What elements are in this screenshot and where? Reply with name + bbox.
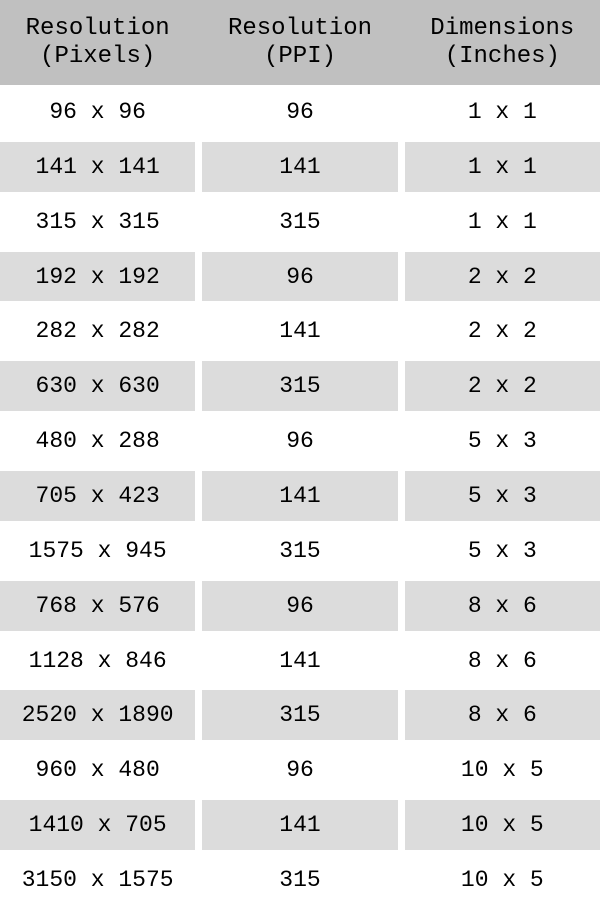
table-row: 315 x 315 315 1 x 1 <box>0 195 600 250</box>
table-cell: 1 x 1 <box>467 98 537 125</box>
column-header-line1: Dimensions <box>430 14 575 42</box>
table-row: 141 x 141 141 1 x 1 <box>0 140 600 195</box>
table-cell: 192 x 192 <box>0 251 196 302</box>
column-header-line1: Resolution <box>25 14 170 42</box>
table-cell: 1575 x 945 <box>28 537 167 564</box>
column-header-dimensions-inches: Dimensions (Inches) <box>405 15 600 71</box>
table-cell: 315 <box>279 866 321 893</box>
table-cell: 96 <box>286 757 314 784</box>
table-cell: 5 x 3 <box>404 471 600 521</box>
table-cell: 630 x 630 <box>0 361 196 412</box>
table-cell: 141 <box>279 318 321 345</box>
table-cell: 315 <box>279 537 321 564</box>
table-row: 1575 x 945 315 5 x 3 <box>0 524 600 579</box>
table-cell: 96 x 96 <box>49 98 146 125</box>
table-cell: 705 x 423 <box>0 471 196 521</box>
table-cell: 2 x 2 <box>404 361 600 412</box>
table-cell: 10 x 5 <box>460 866 544 893</box>
table-cell: 5 x 3 <box>467 428 537 455</box>
table-cell: 8 x 6 <box>404 690 600 741</box>
table-row: 3150 x 1575 315 10 x 5 <box>0 853 600 908</box>
table-cell: 315 <box>202 361 398 412</box>
table-cell: 1 x 1 <box>467 208 537 235</box>
table-row: 2520 x 1890 315 8 x 6 <box>0 688 600 743</box>
table-cell: 282 x 282 <box>35 318 160 345</box>
table-row: 192 x 192 96 2 x 2 <box>0 250 600 305</box>
column-header-resolution-ppi: Resolution (PPI) <box>202 15 397 71</box>
table-cell: 10 x 5 <box>404 800 600 851</box>
table-cell: 315 <box>279 208 321 235</box>
table-cell: 768 x 576 <box>0 580 196 631</box>
table-cell: 8 x 6 <box>404 580 600 631</box>
table-row: 768 x 576 96 8 x 6 <box>0 579 600 634</box>
table-row: 282 x 282 141 2 x 2 <box>0 304 600 359</box>
table-cell: 141 <box>279 647 321 674</box>
table-cell: 8 x 6 <box>467 647 537 674</box>
table-cell: 960 x 480 <box>35 757 160 784</box>
column-header-line2: (Pixels) <box>40 42 156 70</box>
column-header-line2: (PPI) <box>263 42 336 70</box>
column-header-resolution-pixels: Resolution (Pixels) <box>0 15 195 71</box>
table-row: 960 x 480 96 10 x 5 <box>0 743 600 798</box>
table-body: 96 x 96 96 1 x 1 141 x 141 141 1 x 1 315 x 315… <box>0 85 600 908</box>
table-cell: 315 x 315 <box>35 208 160 235</box>
table-row: 1128 x 846 141 8 x 6 <box>0 634 600 689</box>
table-cell: 2520 x 1890 <box>0 690 196 741</box>
table-row: 705 x 423 141 5 x 3 <box>0 469 600 524</box>
table-cell: 141 <box>202 471 398 521</box>
table-cell: 10 x 5 <box>460 757 544 784</box>
table-cell: 1128 x 846 <box>28 647 167 674</box>
table-cell: 2 x 2 <box>467 318 537 345</box>
table-cell: 141 x 141 <box>0 141 196 192</box>
table-row: 630 x 630 315 2 x 2 <box>0 359 600 414</box>
table-header-row: Resolution (Pixels) Resolution (PPI) Dim… <box>0 0 600 85</box>
column-header-line1: Resolution <box>227 14 372 42</box>
table-cell: 5 x 3 <box>467 537 537 564</box>
table-row: 480 x 288 96 5 x 3 <box>0 414 600 469</box>
table-cell: 480 x 288 <box>35 428 160 455</box>
table-row: 1410 x 705 141 10 x 5 <box>0 798 600 853</box>
table-cell: 2 x 2 <box>404 251 600 302</box>
table-cell: 315 <box>202 690 398 741</box>
table-cell: 96 <box>202 251 398 302</box>
table-cell: 96 <box>202 580 398 631</box>
table-cell: 141 <box>202 800 398 851</box>
table-cell: 1 x 1 <box>404 141 600 192</box>
table-cell: 96 <box>286 428 314 455</box>
table-cell: 3150 x 1575 <box>21 866 174 893</box>
table-cell: 1410 x 705 <box>0 800 196 851</box>
column-header-line2: (Inches) <box>444 42 560 70</box>
table-row: 96 x 96 96 1 x 1 <box>0 85 600 140</box>
table-cell: 141 <box>202 141 398 192</box>
table-cell: 96 <box>286 98 314 125</box>
